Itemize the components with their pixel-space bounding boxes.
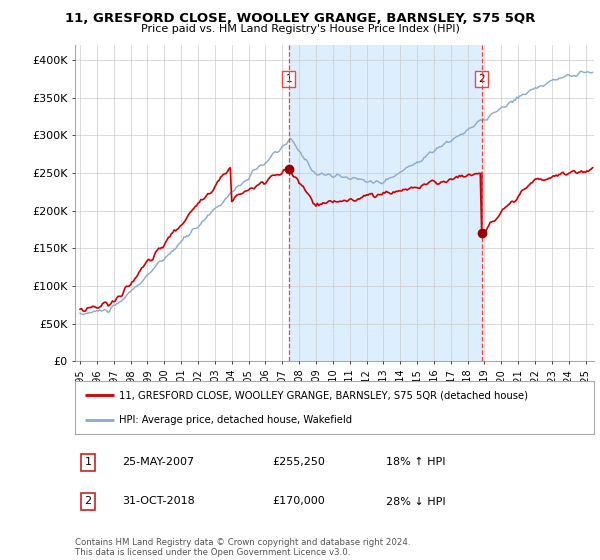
Text: 2: 2	[85, 497, 92, 506]
Text: £255,250: £255,250	[272, 458, 325, 468]
Text: 28% ↓ HPI: 28% ↓ HPI	[386, 497, 446, 506]
Text: 11, GRESFORD CLOSE, WOOLLEY GRANGE, BARNSLEY, S75 5QR: 11, GRESFORD CLOSE, WOOLLEY GRANGE, BARN…	[65, 12, 535, 25]
Text: 18% ↑ HPI: 18% ↑ HPI	[386, 458, 446, 468]
Text: 25-MAY-2007: 25-MAY-2007	[122, 458, 194, 468]
Text: HPI: Average price, detached house, Wakefield: HPI: Average price, detached house, Wake…	[119, 414, 352, 424]
Text: Price paid vs. HM Land Registry's House Price Index (HPI): Price paid vs. HM Land Registry's House …	[140, 24, 460, 34]
Text: 2: 2	[478, 74, 485, 83]
Text: Contains HM Land Registry data © Crown copyright and database right 2024.
This d: Contains HM Land Registry data © Crown c…	[75, 538, 410, 557]
Bar	[289, 45, 482, 361]
Text: 1: 1	[85, 458, 91, 468]
Text: 1: 1	[286, 74, 292, 83]
Text: 11, GRESFORD CLOSE, WOOLLEY GRANGE, BARNSLEY, S75 5QR (detached house): 11, GRESFORD CLOSE, WOOLLEY GRANGE, BARN…	[119, 390, 528, 400]
Text: £170,000: £170,000	[272, 497, 325, 506]
Text: 31-OCT-2018: 31-OCT-2018	[122, 497, 194, 506]
